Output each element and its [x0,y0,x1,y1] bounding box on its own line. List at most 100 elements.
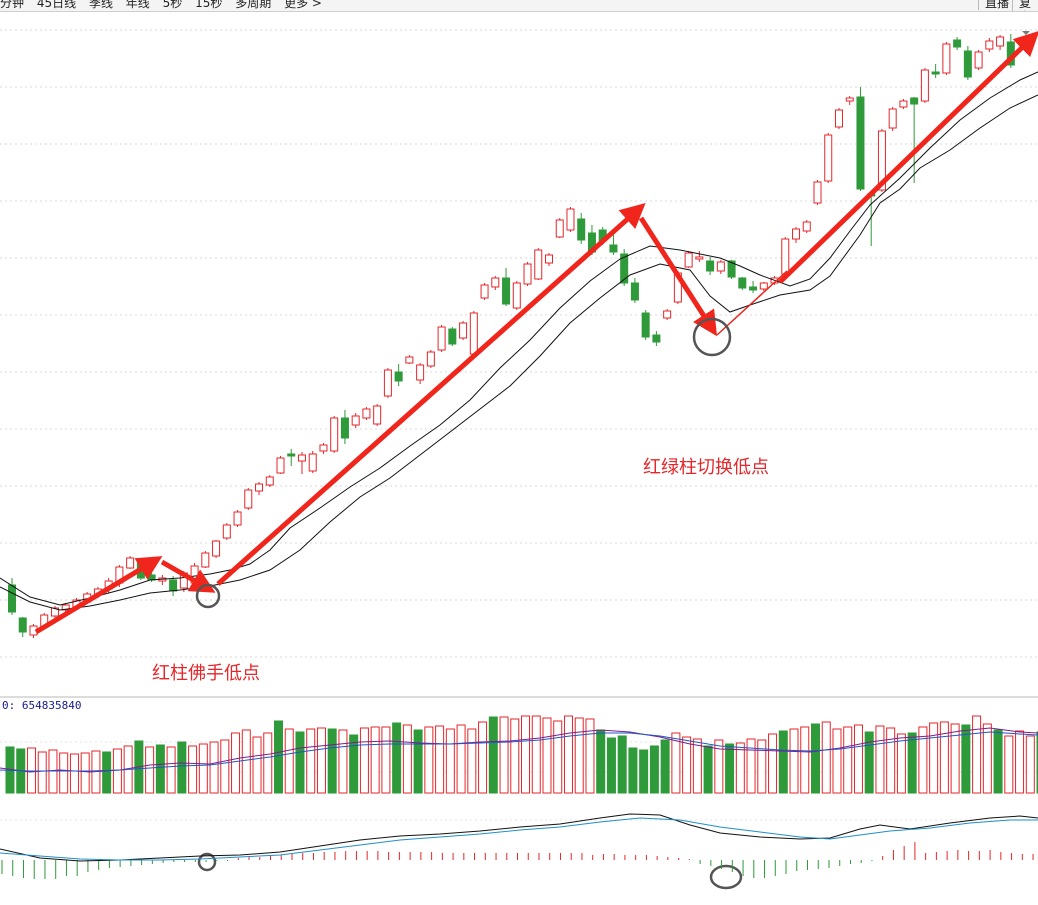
tab-year[interactable]: 年线 [125,0,150,10]
macd-dea-line [0,817,1038,861]
candle-body [802,221,811,232]
volume-bar [102,751,112,794]
candle-body [426,351,435,367]
tab-quarter[interactable]: 季线 [88,0,113,10]
arrow-up-1 [34,556,163,635]
volume-bar [413,729,423,794]
volume-bar [295,731,305,794]
volume-bar [875,725,885,794]
candle-body [888,108,897,129]
volume-bar [542,717,552,794]
candle-body [244,489,253,509]
candle-body [942,43,951,74]
tab-multi-period[interactable]: 多周期 [235,0,272,10]
annotation-switch-low: 红绿柱切换低点 [643,457,769,478]
volume-bar [768,733,778,794]
volume-bar [435,725,445,794]
volume-bar [918,726,928,794]
candle-body [577,218,586,241]
volume-bar [714,739,724,794]
volume-bar [778,730,788,794]
candle-body [126,557,135,569]
candle-body [555,219,564,238]
volume-bar [853,724,863,794]
volume-bar [478,721,488,794]
volume-value-label: 0: 654835840 [2,699,81,712]
arrow-up-thin [716,270,788,336]
candle-body [50,607,59,617]
candle-body [222,524,231,539]
volume-bar [617,735,627,794]
candle-body [813,181,822,204]
volume-bar [231,732,241,794]
candle-body [727,260,736,278]
volume-bar [209,741,219,794]
macd-dif-line [0,813,1038,862]
candle-body [502,277,511,305]
candle-body [405,356,414,364]
trend-arrows [34,30,1038,635]
volume-bar [939,721,949,794]
candle-body [899,100,908,108]
candle-body [18,617,27,633]
candle-body [834,109,843,128]
candle-body [491,277,500,288]
volume-bar [800,726,810,794]
volume-bar [703,745,713,794]
volume-bars [5,715,1038,794]
volume-bar [349,734,359,794]
live-button[interactable]: 直播 [978,0,1016,10]
candle-body [749,286,758,291]
volume-moving-averages [0,727,1038,773]
tab-45-day[interactable]: 45日线 [36,0,77,10]
volume-bar [950,723,960,794]
volume-bar [316,727,326,794]
candle-body [233,511,242,526]
candle-body [340,417,349,439]
replay-button[interactable]: 复盘 [1012,0,1038,11]
candle-body [877,130,886,191]
candle-body [459,322,468,339]
candle-body [953,39,962,48]
volume-bar [563,715,573,794]
volume-bar [682,736,692,794]
scroll-marker-icon [1022,31,1030,35]
volume-bar [596,729,606,794]
volume-bar [306,728,316,794]
volume-bar [456,724,466,794]
volume-bar [338,729,348,794]
low-point-circle-1 [195,583,221,609]
volume-bar [789,728,799,794]
candle-body [974,51,983,69]
volume-bar [972,715,982,794]
volume-bar [467,728,477,794]
macd-circle-1 [197,852,217,872]
tab-15-second[interactable]: 15秒 [195,0,223,10]
candle-body [469,312,478,355]
low-point-markers [195,317,743,890]
volume-bar [843,726,853,794]
candle-body [920,69,929,102]
tab-minute[interactable]: 分钟 [0,0,25,10]
volume-bar [606,737,616,794]
candle-body [641,312,650,338]
volume-bar [628,747,638,794]
volume-bar [1025,735,1035,794]
volume-bar [993,729,1003,794]
candle-body [330,417,339,452]
volume-bar [585,718,595,794]
volume-bar [155,744,165,794]
volume-bar [166,746,176,794]
candle-body [695,256,704,260]
volume-bar [821,721,831,794]
volume-bar [521,715,531,794]
volume-bar [263,732,273,794]
volume-ma-2 [0,731,1038,772]
candle-body [630,282,639,301]
volume-bar [488,716,498,794]
candle-body [416,364,425,381]
tab-5-second[interactable]: 5秒 [162,0,183,10]
volume-bar [112,748,122,794]
tab-more[interactable]: 更多 > [284,0,322,10]
